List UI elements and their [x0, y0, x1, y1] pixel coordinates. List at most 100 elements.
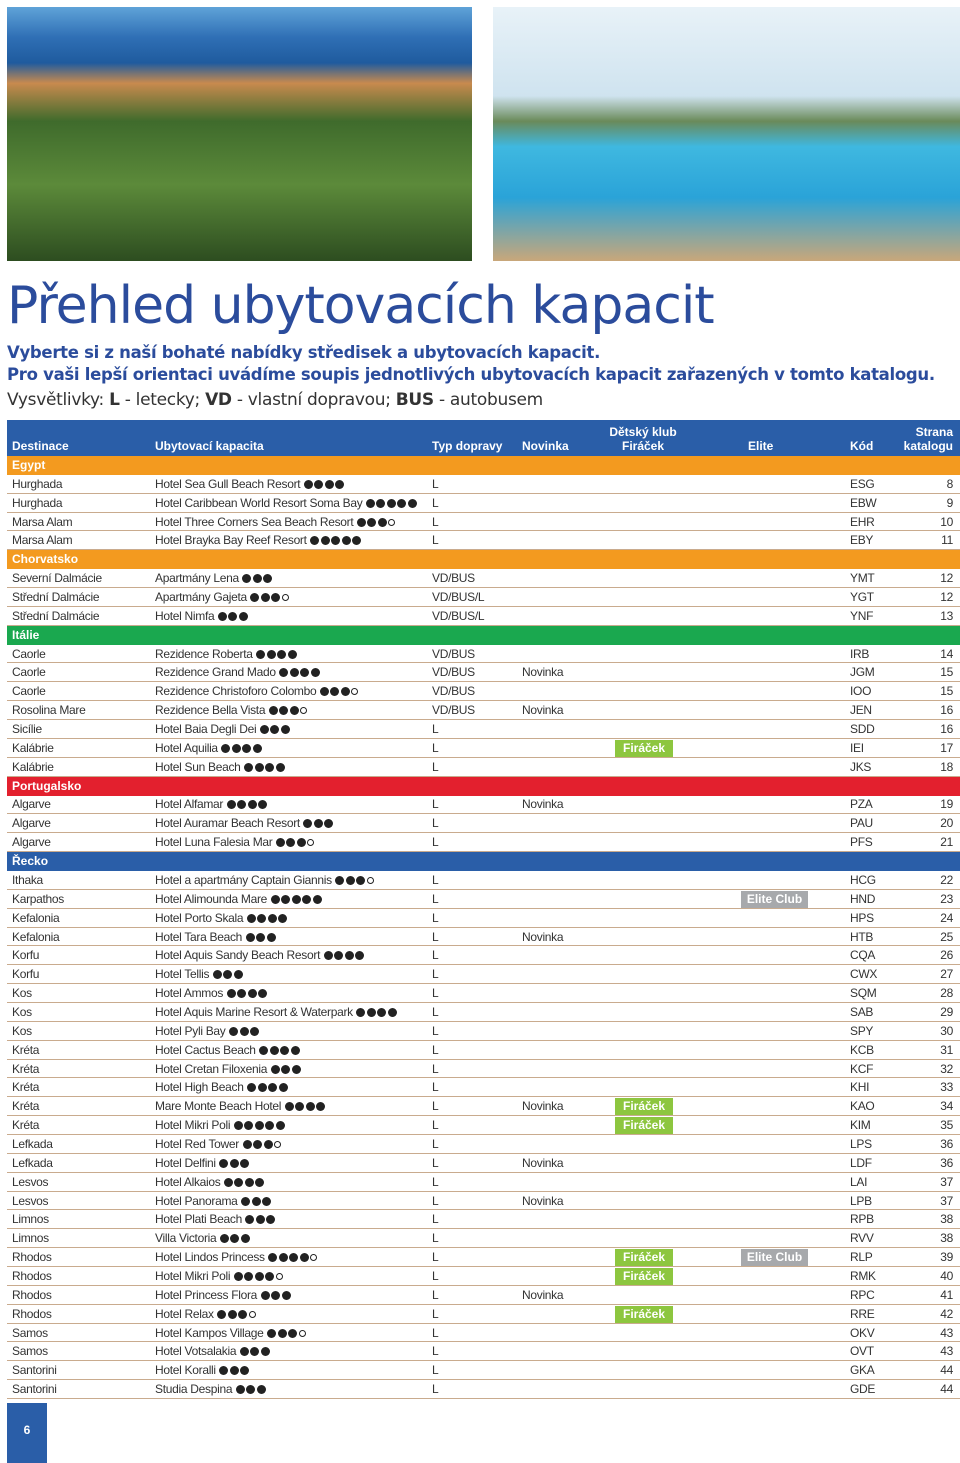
- star-icon: [259, 1045, 269, 1055]
- destination: Lesvos: [12, 1174, 49, 1189]
- hotel: Hotel Pyli Bay: [155, 1022, 259, 1041]
- catalog-page: 12: [940, 590, 953, 605]
- star-rating: [355, 515, 396, 529]
- star-icon: [313, 819, 323, 829]
- code: PAU: [850, 816, 873, 831]
- star-rating: [232, 1118, 285, 1132]
- star-icon: [242, 574, 252, 584]
- hotel: Hotel Sea Gull Beach Resort: [155, 475, 345, 494]
- code: JGM: [850, 665, 875, 680]
- star-icon: [268, 1253, 278, 1263]
- destination: Ithaka: [12, 872, 43, 887]
- catalog-page: 43: [940, 1344, 953, 1359]
- catalog-page: 40: [940, 1268, 953, 1283]
- catalog-page: 44: [940, 1382, 953, 1397]
- transport: VD/BUS/L: [432, 590, 485, 605]
- star-icon: [270, 725, 280, 735]
- hotel: Hotel Auramar Beach Resort: [155, 814, 334, 833]
- star-icon: [323, 951, 333, 961]
- star-icon: [254, 1121, 264, 1131]
- star-icon: [366, 1007, 376, 1017]
- hotel: Villa Victoria: [155, 1229, 250, 1248]
- catalog-page: 13: [940, 608, 953, 623]
- legend-key: VD: [205, 390, 232, 410]
- star-rating: [225, 797, 268, 811]
- star-icon: [352, 536, 362, 546]
- half-star-icon: [307, 839, 315, 847]
- code: KHI: [850, 1080, 870, 1095]
- transport: L: [432, 872, 439, 887]
- hotel: Studia Despina: [155, 1380, 266, 1399]
- star-rating: [218, 1363, 250, 1377]
- row-divider: [7, 1096, 960, 1098]
- transport: L: [432, 835, 439, 850]
- star-icon: [377, 517, 387, 527]
- star-rating: [255, 647, 297, 661]
- row-divider: [7, 1247, 960, 1249]
- half-star-icon: [274, 1140, 281, 1148]
- star-rating: [355, 1005, 397, 1019]
- catalog-page: 21: [940, 835, 953, 850]
- star-icon: [219, 1158, 229, 1168]
- novinka: Novinka: [522, 797, 564, 812]
- star-icon: [233, 1271, 243, 1281]
- kids-club-badge: Firáček: [615, 1098, 673, 1116]
- destination: Karpathos: [12, 891, 65, 906]
- destination: Kréta: [12, 1099, 40, 1114]
- code: RPB: [850, 1212, 874, 1227]
- catalog-page: 32: [940, 1061, 953, 1076]
- code: GKA: [850, 1363, 875, 1378]
- star-icon: [335, 875, 345, 885]
- star-rating: [222, 1175, 265, 1189]
- star-icon: [365, 498, 375, 508]
- row-divider: [7, 1284, 960, 1286]
- code: ESG: [850, 476, 875, 491]
- destination: Limnos: [12, 1212, 49, 1227]
- star-icon: [254, 762, 264, 772]
- transport: L: [432, 816, 439, 831]
- destination: Kefalonia: [12, 929, 60, 944]
- hotel: Hotel Caribbean World Resort Soma Bay: [155, 494, 417, 513]
- row-divider: [7, 700, 960, 702]
- star-icon: [387, 1007, 397, 1017]
- transport: L: [432, 967, 439, 982]
- star-icon: [275, 1121, 285, 1131]
- code: LDF: [850, 1155, 872, 1170]
- transport: VD/BUS: [432, 684, 475, 699]
- star-rating: [266, 1326, 306, 1340]
- code: RLP: [850, 1250, 873, 1265]
- row-divider: [7, 624, 960, 626]
- destination: Korfu: [12, 967, 40, 982]
- star-icon: [288, 1328, 298, 1338]
- destination: Kréta: [12, 1080, 40, 1095]
- catalog-page: 28: [940, 986, 953, 1001]
- destination: Marsa Alam: [12, 514, 73, 529]
- star-icon: [247, 800, 257, 810]
- star-icon: [277, 1328, 287, 1338]
- section-header: Portugalsko: [7, 776, 960, 796]
- star-icon: [340, 687, 350, 697]
- star-icon: [291, 894, 301, 904]
- star-icon: [247, 989, 257, 999]
- hotel: Apartmány Gajeta: [155, 588, 289, 607]
- code: RVV: [850, 1231, 874, 1246]
- star-rating: [364, 496, 417, 510]
- half-star-icon: [351, 688, 359, 696]
- transport: L: [432, 1344, 439, 1359]
- row-divider: [7, 1398, 960, 1399]
- star-icon: [341, 536, 351, 546]
- row-divider: [7, 492, 960, 494]
- star-icon: [229, 1366, 239, 1376]
- star-icon: [367, 517, 377, 527]
- catalog-page: 18: [940, 759, 953, 774]
- row-divider: [7, 888, 960, 890]
- row-divider: [7, 511, 960, 513]
- hotel: Hotel Plati Beach: [155, 1210, 276, 1229]
- destination: Limnos: [12, 1231, 49, 1246]
- star-icon: [316, 1102, 326, 1112]
- star-icon: [319, 687, 329, 697]
- destination: Kréta: [12, 1118, 40, 1133]
- star-icon: [256, 649, 266, 659]
- code: PZA: [850, 797, 873, 812]
- star-icon: [266, 1215, 276, 1225]
